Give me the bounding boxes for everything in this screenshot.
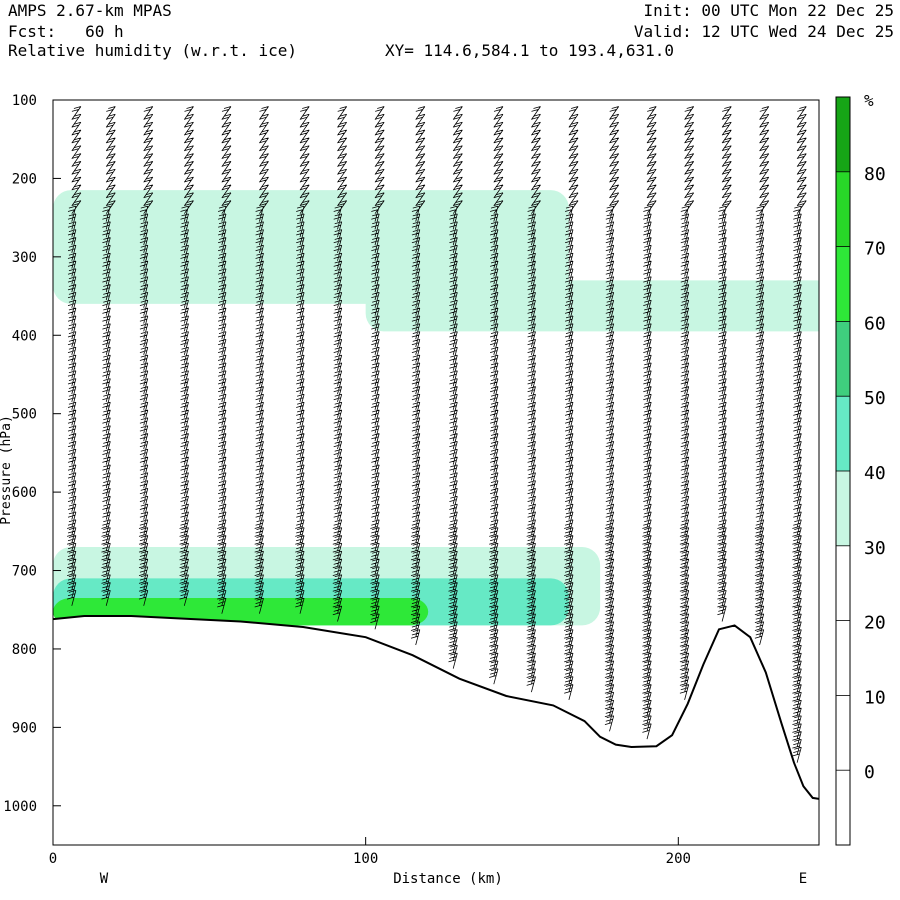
y-tick-label-2: 300 bbox=[12, 250, 37, 266]
y-tick-label-5: 600 bbox=[12, 485, 37, 501]
field-name: Relative humidity (w.r.t. ice) bbox=[8, 41, 297, 60]
y-tick-label-1: 200 bbox=[12, 171, 37, 187]
x-axis-label: Distance (km) bbox=[393, 871, 503, 887]
y-tick-label-4: 500 bbox=[12, 407, 37, 423]
colorbar-label-4: 40 bbox=[864, 463, 886, 484]
colorbar-label-3: 30 bbox=[864, 538, 886, 559]
colorbar-segment-8 bbox=[836, 171, 850, 247]
y-tick-label-9: 1000 bbox=[3, 799, 37, 815]
wind-barb-column-6 bbox=[295, 106, 310, 614]
x-tick-label-2: 200 bbox=[666, 851, 691, 867]
colorbar-segment-0 bbox=[836, 770, 850, 845]
colorbar-label-8: 80 bbox=[864, 164, 886, 185]
init-time: Init: 00 UTC Mon 22 Dec 25 bbox=[643, 1, 894, 20]
wind-barb-column-3 bbox=[179, 106, 194, 606]
wind-barb-column-12 bbox=[526, 106, 541, 693]
wind-barb-column-17 bbox=[717, 106, 732, 622]
y-axis-label: Pressure (hPa) bbox=[0, 415, 14, 525]
valid-time: Valid: 12 UTC Wed 24 Dec 25 bbox=[633, 22, 894, 41]
wind-barb-column-8 bbox=[370, 106, 385, 630]
x-tick-label-0: 0 bbox=[49, 851, 57, 867]
colorbar-label-2: 20 bbox=[864, 613, 886, 634]
y-tick-label-3: 400 bbox=[12, 328, 37, 344]
colorbar-segment-1 bbox=[836, 695, 850, 771]
x-end-label-east: E bbox=[799, 871, 807, 887]
wind-barb-column-19 bbox=[792, 106, 807, 763]
x-end-label-west: W bbox=[100, 871, 109, 887]
colorbar-label-1: 10 bbox=[864, 687, 886, 708]
wind-barb-column-5 bbox=[254, 106, 269, 614]
colorbar-label-0: 0 bbox=[864, 762, 875, 783]
wind-barb-column-0 bbox=[66, 106, 82, 606]
colorbar-label-7: 70 bbox=[864, 239, 886, 260]
plot-frame bbox=[52, 99, 820, 846]
wind-barb-column-14 bbox=[604, 106, 620, 732]
wind-barb-column-7 bbox=[332, 106, 348, 622]
y-tick-label-6: 700 bbox=[12, 564, 37, 580]
forecast-hour: Fcst: 60 h bbox=[8, 22, 124, 41]
wind-barb-column-2 bbox=[138, 106, 154, 606]
colorbar-segment-3 bbox=[836, 545, 850, 621]
wind-barb-column-10 bbox=[448, 106, 463, 669]
colorbar-label-6: 60 bbox=[864, 313, 886, 334]
wind-barb-column-13 bbox=[564, 106, 579, 701]
xy-range: XY= 114.6,584.1 to 193.4,631.0 bbox=[385, 41, 674, 60]
terrain-line bbox=[53, 615, 819, 800]
colorbar-segment-4 bbox=[836, 471, 850, 546]
y-tick-label-8: 900 bbox=[12, 720, 37, 736]
colorbar-segment-7 bbox=[836, 246, 850, 322]
wind-barb-column-9 bbox=[410, 106, 426, 646]
rh-band-1 bbox=[365, 280, 819, 332]
colorbar-segment-6 bbox=[836, 321, 850, 397]
wind-barb-column-18 bbox=[754, 106, 770, 646]
colorbar-segment-2 bbox=[836, 620, 850, 696]
wind-barb-column-1 bbox=[101, 106, 116, 606]
x-tick-label-1: 100 bbox=[353, 851, 378, 867]
colorbar-segment-5 bbox=[836, 396, 850, 471]
model-title: AMPS 2.67-km MPAS bbox=[8, 1, 172, 20]
terrain-mask bbox=[53, 616, 819, 845]
wind-barb-column-11 bbox=[489, 106, 504, 685]
colorbar-segment-9 bbox=[836, 97, 850, 172]
colorbar-unit: % bbox=[864, 91, 874, 110]
wind-barb-column-16 bbox=[679, 106, 695, 701]
y-tick-label-7: 800 bbox=[12, 642, 37, 658]
y-tick-label-0: 100 bbox=[12, 93, 37, 109]
colorbar-label-5: 50 bbox=[864, 388, 886, 409]
wind-barb-column-15 bbox=[642, 106, 657, 740]
wind-barb-column-4 bbox=[217, 106, 232, 614]
